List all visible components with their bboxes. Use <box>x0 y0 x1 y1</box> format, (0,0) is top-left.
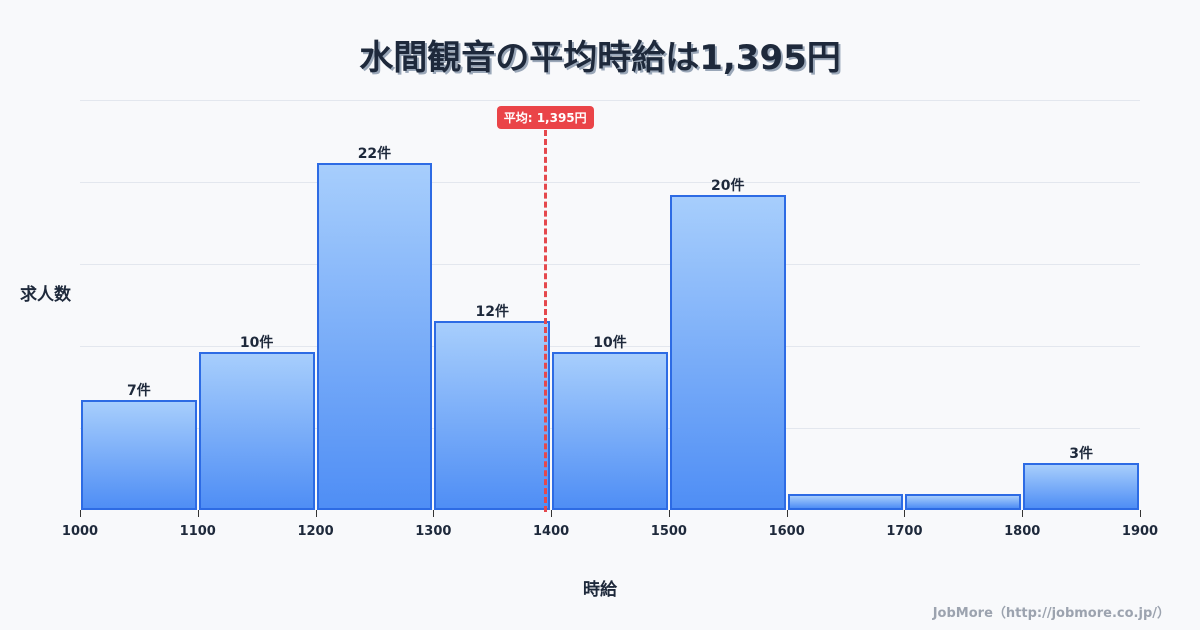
x-tick-label: 1900 <box>1110 524 1170 539</box>
x-tick-label: 1000 <box>50 524 110 539</box>
histogram-bar <box>670 195 786 510</box>
bar-value-label: 22件 <box>324 143 424 163</box>
x-tick <box>433 510 434 517</box>
x-tick-label: 1200 <box>286 524 346 539</box>
gridline <box>80 100 1140 101</box>
footer-credit: JobMore（http://jobmore.co.jp/） <box>933 602 1170 621</box>
histogram-bar <box>788 494 904 510</box>
x-tick <box>669 510 670 517</box>
x-tick <box>198 510 199 517</box>
gridline <box>80 182 1140 183</box>
chart-title: 水間観音の平均時給は1,395円 <box>0 30 1200 79</box>
x-tick <box>1022 510 1023 517</box>
histogram-bar <box>199 352 315 510</box>
histogram-bar <box>81 400 197 510</box>
gridline <box>80 264 1140 265</box>
bar-value-label: 10件 <box>207 332 307 352</box>
histogram-bar <box>905 494 1021 510</box>
histogram-bar <box>1023 463 1139 510</box>
bar-value-label: 10件 <box>560 332 660 352</box>
histogram-bar <box>552 352 668 510</box>
y-axis-label: 求人数 <box>20 280 71 305</box>
x-tick-label: 1300 <box>403 524 463 539</box>
bar-value-label: 7件 <box>89 380 189 400</box>
x-tick <box>316 510 317 517</box>
histogram-bar <box>434 321 550 510</box>
x-tick-label: 1500 <box>639 524 699 539</box>
x-tick <box>787 510 788 517</box>
x-tick-label: 1400 <box>521 524 581 539</box>
x-tick-label: 1700 <box>874 524 934 539</box>
bar-value-label: 3件 <box>1031 443 1131 463</box>
average-badge: 平均: 1,395円 <box>497 106 594 129</box>
x-tick-label: 1800 <box>992 524 1052 539</box>
histogram-bar <box>317 163 433 510</box>
x-tick-label: 1600 <box>757 524 817 539</box>
x-tick <box>904 510 905 517</box>
x-tick <box>551 510 552 517</box>
plot-area: 7件 10件 22件 12件 10件 20件 3件 <box>80 100 1140 510</box>
x-tick <box>1140 510 1141 517</box>
x-tick <box>80 510 81 517</box>
bar-value-label: 20件 <box>678 175 778 195</box>
x-axis-label: 時給 <box>0 575 1200 600</box>
bar-value-label: 12件 <box>442 301 542 321</box>
x-tick-label: 1100 <box>168 524 228 539</box>
average-line <box>544 130 547 512</box>
